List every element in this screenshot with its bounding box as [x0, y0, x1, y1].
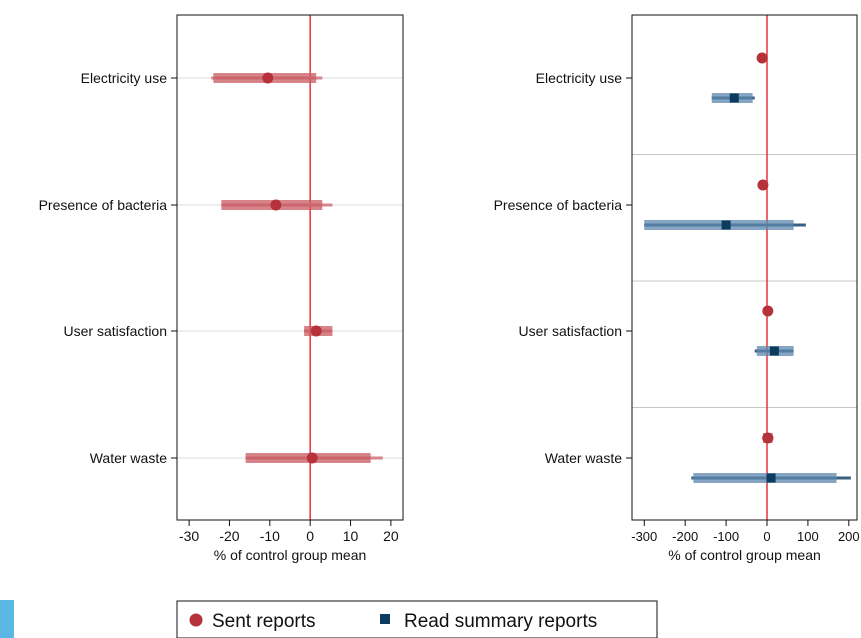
x-tick-label: 100: [797, 529, 819, 544]
category-label: Electricity use: [81, 70, 168, 86]
point-estimate-circle: [757, 179, 769, 191]
legend-read-marker: [380, 614, 390, 624]
point-estimate-circle: [762, 432, 774, 444]
point-estimate-square: [721, 220, 731, 230]
x-tick-label: 10: [343, 528, 359, 544]
category-label: Water waste: [545, 450, 622, 466]
x-tick-label: -200: [672, 529, 698, 544]
category-label: User satisfaction: [64, 323, 167, 339]
point-estimate-square: [766, 473, 776, 483]
plot-frame: [631, 14, 858, 521]
x-tick-label: -30: [179, 528, 199, 544]
x-tick-label: -10: [260, 528, 280, 544]
panel-1: [171, 14, 404, 526]
point-estimate-square: [729, 93, 739, 103]
legend-sent-marker: [189, 613, 203, 627]
left-edge-accent: [0, 600, 14, 638]
point-estimate-circle: [306, 452, 318, 464]
x-tick-label: 0: [306, 528, 314, 544]
x-tick-label: -100: [713, 529, 739, 544]
category-label: User satisfaction: [519, 323, 622, 339]
point-estimate-circle: [756, 52, 768, 64]
legend-sent-label: Sent reports: [212, 611, 316, 632]
x-tick-label: -300: [631, 529, 657, 544]
legend-read-label: Read summary reports: [404, 611, 597, 632]
point-estimate-circle: [270, 199, 282, 211]
x-tick-label: -20: [219, 528, 239, 544]
legend-box: [176, 600, 658, 638]
plot-frame: [176, 14, 404, 521]
category-label: Water waste: [90, 450, 167, 466]
point-estimate-square: [769, 346, 779, 356]
legend: [176, 600, 658, 638]
point-estimate-circle: [262, 72, 274, 84]
category-label: Presence of bacteria: [494, 197, 623, 213]
x-tick-label: 200: [838, 529, 860, 544]
point-estimate-circle: [762, 305, 774, 317]
point-estimate-circle: [310, 325, 322, 337]
x-axis-label: % of control group mean: [214, 547, 367, 563]
panel-2: [626, 14, 858, 526]
category-label: Electricity use: [536, 70, 623, 86]
x-tick-label: 0: [763, 529, 770, 544]
x-tick-label: 20: [383, 528, 399, 544]
x-axis-label: % of control group mean: [668, 547, 821, 563]
category-label: Presence of bacteria: [39, 197, 168, 213]
